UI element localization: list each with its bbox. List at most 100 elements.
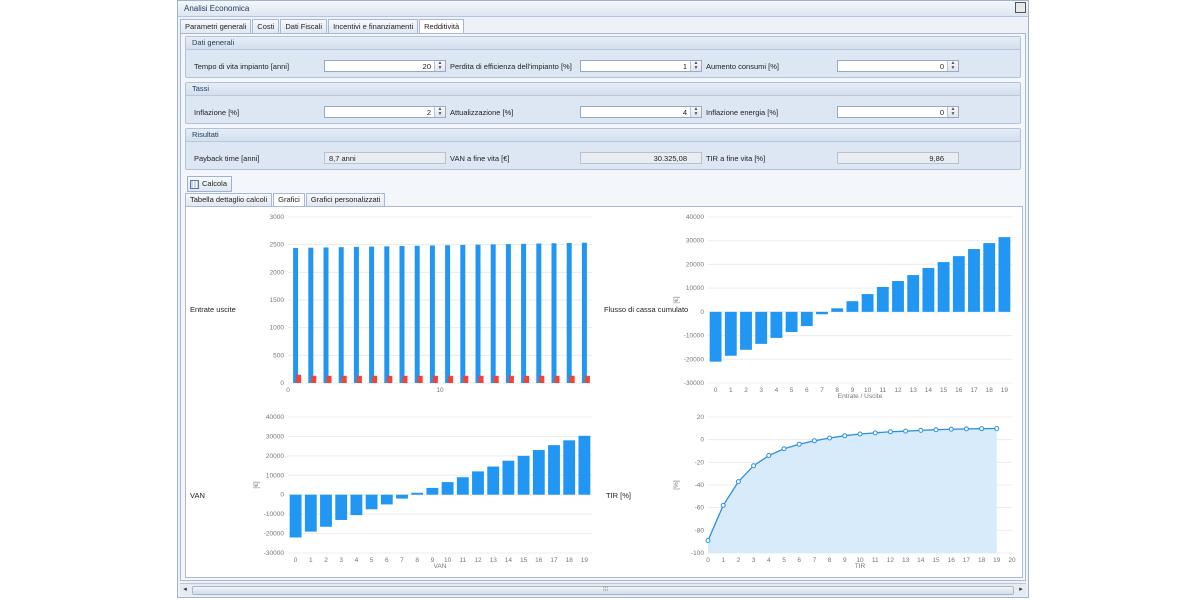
analisi-economica-window: Analisi Economica Parametri generali Cos… — [177, 0, 1029, 598]
bar — [876, 286, 889, 312]
inflazione-spinner[interactable]: 2 ▲ ▼ — [324, 106, 446, 118]
x-tick-label: 13 — [490, 557, 498, 564]
bar-uscite — [372, 375, 378, 383]
tir-line — [707, 427, 997, 541]
bar — [369, 246, 375, 383]
tab-tabella-dettaglio[interactable]: Tabella dettaglio calcoli — [185, 193, 273, 206]
x-tick-label: 15 — [932, 557, 940, 564]
x-tick-label: 2 — [324, 557, 328, 564]
spinner-arrows-icon[interactable]: ▲ ▼ — [690, 107, 701, 117]
y-tick-label: -30000 — [264, 550, 285, 557]
bar — [907, 275, 920, 312]
x-tick-label: 9 — [843, 557, 847, 564]
x-tick-label: 12 — [474, 557, 482, 564]
x-axis-label: Entrate / Uscite — [838, 393, 883, 400]
tir-point — [751, 463, 757, 469]
x-tick-label: 2 — [737, 557, 741, 564]
y-axis-label: [%] — [673, 480, 680, 490]
y-tick-label: 1500 — [270, 297, 285, 304]
perdita-spinner[interactable]: 1 ▲ ▼ — [580, 60, 702, 72]
grip-icon: ⁞⁞⁞ — [603, 587, 609, 593]
bar — [380, 494, 393, 505]
tab-costi[interactable]: Costi — [252, 19, 280, 33]
tir-point — [796, 441, 802, 447]
attualizzazione-spinner[interactable]: 4 ▲ ▼ — [580, 106, 702, 118]
bar-uscite — [387, 375, 393, 383]
y-tick-label: 40000 — [266, 414, 284, 421]
x-tick-label: 19 — [581, 557, 589, 564]
tir-point — [979, 426, 985, 432]
spinner-arrows-icon[interactable]: ▲ ▼ — [947, 107, 958, 117]
x-tick-label: 12 — [887, 557, 895, 564]
x-tick-label: 1 — [721, 557, 725, 564]
vita-spinner[interactable]: 20 ▲ ▼ — [324, 60, 446, 72]
scroll-left-icon[interactable]: ◂ — [183, 586, 187, 593]
bar — [293, 247, 299, 383]
bar — [922, 267, 935, 312]
y-tick-label: 40000 — [686, 214, 704, 221]
redditivita-panel: Dati generali Tempo di vita impianto [an… — [180, 33, 1026, 581]
spinner-arrows-icon[interactable]: ▲ ▼ — [434, 61, 445, 71]
bar-uscite — [326, 375, 332, 383]
tab-parametri-generali[interactable]: Parametri generali — [180, 19, 252, 33]
tir-point — [842, 433, 848, 439]
y-tick-label: 1000 — [270, 325, 285, 332]
inflazione-energia-label: Inflazione energia [%] — [706, 108, 779, 117]
scroll-right-icon[interactable]: ▸ — [1019, 586, 1023, 593]
table-icon — [190, 179, 199, 189]
spinner-arrows-icon[interactable]: ▲ ▼ — [947, 61, 958, 71]
calcola-button[interactable]: Calcola — [187, 176, 233, 192]
x-tick-label: 9 — [851, 387, 855, 394]
bar — [456, 477, 469, 495]
y-tick-label: 3000 — [270, 214, 285, 221]
y-tick-label: 0 — [700, 309, 704, 316]
aumento-spinner[interactable]: 0 ▲ ▼ — [837, 60, 959, 72]
x-tick-label: 7 — [400, 557, 404, 564]
bar — [952, 256, 965, 312]
calcola-label: Calcola — [202, 179, 228, 188]
bar — [861, 294, 874, 312]
x-tick-label: 3 — [752, 557, 756, 564]
x-tick-label: 20 — [1008, 557, 1016, 564]
x-tick-label: 18 — [566, 557, 574, 564]
x-tick-label: 11 — [459, 557, 466, 564]
bar-uscite — [493, 375, 499, 383]
maximize-icon[interactable] — [1015, 2, 1026, 13]
spinner-arrows-icon[interactable]: ▲ ▼ — [690, 61, 701, 71]
bar — [937, 262, 950, 312]
chart-entrate-uscite: 0 500 1000 1500 2000 2500 3000 0 10 — [270, 214, 592, 394]
chart-tir-title: TIR [%] — [606, 491, 632, 500]
bar — [411, 492, 424, 495]
bar — [460, 244, 466, 383]
tab-grafici[interactable]: Grafici — [273, 193, 305, 207]
tir-point — [827, 435, 833, 441]
bar — [785, 311, 798, 333]
tab-dati-fiscali[interactable]: Dati Fiscali — [280, 19, 328, 33]
tir-point — [872, 430, 878, 436]
bar-uscite — [463, 375, 469, 383]
tab-grafici-personalizzati[interactable]: Grafici personalizzati — [305, 193, 386, 206]
y-tick-label: -10000 — [684, 333, 705, 340]
inflazione-energia-spinner[interactable]: 0 ▲ ▼ — [837, 106, 959, 118]
spinner-arrows-icon[interactable]: ▲ ▼ — [434, 107, 445, 117]
bar — [320, 494, 332, 527]
chart-tir: 200-20-40-60-80-100[%]0 1 2 3 4 5 6 7 8 9 10 11 12 13… — [673, 414, 1016, 570]
bar — [800, 311, 813, 327]
bar — [502, 460, 515, 495]
y-tick-label: 20000 — [686, 261, 704, 268]
tab-incentivi[interactable]: Incentivi e finanziamenti — [328, 19, 419, 33]
x-tick-label: 19 — [1001, 387, 1009, 394]
horizontal-scrollbar[interactable]: ◂ ⁞⁞⁞ ▸ — [180, 583, 1026, 596]
x-tick-label: 11 — [879, 387, 886, 394]
x-tick-label: 1 — [309, 557, 313, 564]
bar — [536, 243, 542, 383]
y-tick-label: -80 — [695, 527, 705, 534]
scroll-thumb[interactable]: ⁞⁞⁞ — [192, 586, 1014, 595]
bar — [517, 455, 530, 495]
y-tick-label: 0 — [280, 380, 284, 387]
bar-uscite — [311, 375, 317, 383]
tab-redditivita[interactable]: Redditività — [419, 19, 465, 34]
x-tick-label: 4 — [355, 557, 359, 564]
bar — [384, 246, 390, 383]
bar-uscite — [432, 375, 438, 383]
